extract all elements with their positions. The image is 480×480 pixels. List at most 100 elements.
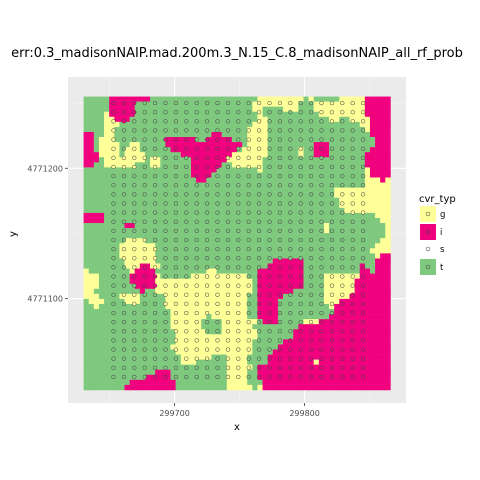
raster-cell	[190, 207, 197, 214]
raster-cell	[226, 339, 233, 345]
raster-cell	[196, 192, 202, 199]
raster-cell	[247, 116, 253, 123]
raster-cell	[216, 96, 222, 102]
sample-point	[329, 338, 335, 343]
raster-cell	[119, 157, 125, 163]
raster-cell	[303, 298, 309, 305]
raster-cell	[93, 334, 100, 340]
sample-point	[173, 356, 179, 361]
sample-point	[194, 283, 199, 288]
raster-cell	[170, 298, 176, 305]
raster-cell	[257, 202, 263, 209]
raster-cell	[180, 263, 187, 269]
raster-cell	[375, 273, 381, 279]
raster-cell	[380, 314, 386, 320]
raster-cell	[134, 248, 141, 254]
sample-point	[173, 329, 179, 334]
raster-cell	[216, 288, 222, 295]
raster-cell	[129, 111, 136, 118]
raster-cell	[150, 106, 156, 113]
raster-cell	[313, 379, 320, 386]
raster-cell	[160, 354, 166, 360]
sample-point	[204, 347, 210, 352]
sample-point	[225, 173, 231, 179]
raster-cell	[119, 288, 125, 295]
sample-point	[360, 374, 366, 380]
sample-point	[288, 292, 293, 297]
raster-cell	[165, 238, 171, 244]
raster-cell	[211, 233, 217, 239]
raster-cell	[364, 298, 371, 305]
raster-cell	[134, 202, 141, 209]
raster-cell	[267, 369, 274, 376]
raster-cell	[88, 354, 95, 360]
sample-point	[288, 155, 293, 160]
raster-cell	[329, 177, 335, 183]
sample-point	[173, 155, 179, 160]
raster-cell	[380, 177, 386, 183]
raster-cell	[334, 273, 340, 279]
raster-cell	[88, 384, 95, 391]
sample-point	[350, 301, 355, 307]
sample-point	[319, 274, 324, 279]
raster-cell	[323, 303, 330, 310]
sample-point	[340, 265, 345, 270]
raster-cell	[252, 314, 258, 320]
raster-cell	[175, 207, 182, 214]
raster-cell	[160, 126, 166, 133]
sample-point	[329, 301, 335, 307]
sample-point	[121, 292, 127, 297]
raster-cell	[267, 243, 274, 249]
raster-cell	[155, 248, 161, 254]
raster-cell	[150, 167, 156, 173]
raster-cell	[318, 288, 325, 295]
raster-cell	[134, 258, 141, 264]
raster-cell	[262, 379, 268, 386]
raster-cell	[344, 329, 350, 335]
sample-point	[319, 100, 324, 106]
raster-cell	[93, 243, 100, 249]
raster-cell	[283, 369, 289, 376]
raster-cell	[206, 177, 212, 183]
raster-cell	[216, 157, 222, 163]
raster-cell	[139, 374, 146, 381]
raster-cell	[308, 197, 314, 204]
raster-cell	[380, 374, 386, 381]
raster-cell	[247, 298, 253, 305]
raster-cell	[237, 334, 243, 340]
sample-point	[267, 310, 272, 316]
raster-cell	[98, 384, 105, 391]
raster-cell	[93, 364, 100, 371]
raster-cell	[88, 106, 95, 113]
raster-cell	[242, 359, 248, 365]
sample-point	[204, 210, 210, 215]
raster-cell	[150, 359, 156, 365]
raster-cell	[175, 288, 182, 295]
sample-point	[277, 356, 283, 361]
raster-cell	[211, 268, 217, 274]
raster-cell	[252, 172, 258, 178]
sample-point	[163, 128, 168, 133]
sample-point	[288, 137, 293, 142]
raster-cell	[98, 288, 105, 295]
raster-cell	[88, 233, 95, 239]
sample-point	[225, 164, 231, 170]
sample-point	[225, 119, 231, 124]
raster-cell	[206, 233, 212, 239]
sample-point	[194, 329, 199, 334]
raster-cell	[247, 314, 253, 320]
raster-cell	[375, 293, 381, 300]
sample-point	[277, 283, 283, 288]
sample-point	[111, 192, 116, 197]
raster-cell	[170, 248, 176, 254]
raster-cell	[247, 152, 253, 158]
raster-cell	[170, 278, 176, 285]
raster-cell	[252, 147, 258, 153]
raster-cell	[349, 268, 355, 274]
sample-point	[298, 356, 303, 361]
raster-cell	[272, 233, 279, 239]
raster-cell	[369, 192, 376, 199]
raster-cell	[231, 137, 238, 143]
raster-cell	[267, 152, 274, 158]
raster-cell	[88, 111, 95, 118]
